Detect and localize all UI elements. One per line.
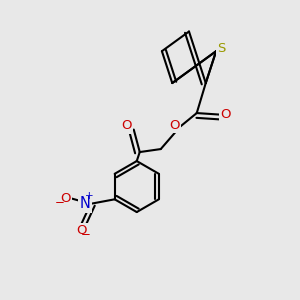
Text: −: − <box>55 196 65 208</box>
Text: O: O <box>76 224 87 237</box>
Text: O: O <box>121 119 131 133</box>
Text: S: S <box>217 42 226 55</box>
Text: −: − <box>80 228 90 241</box>
Text: N: N <box>80 196 91 211</box>
Text: +: + <box>85 191 94 201</box>
Text: O: O <box>220 108 231 121</box>
Text: O: O <box>60 192 70 205</box>
Text: O: O <box>169 118 179 132</box>
